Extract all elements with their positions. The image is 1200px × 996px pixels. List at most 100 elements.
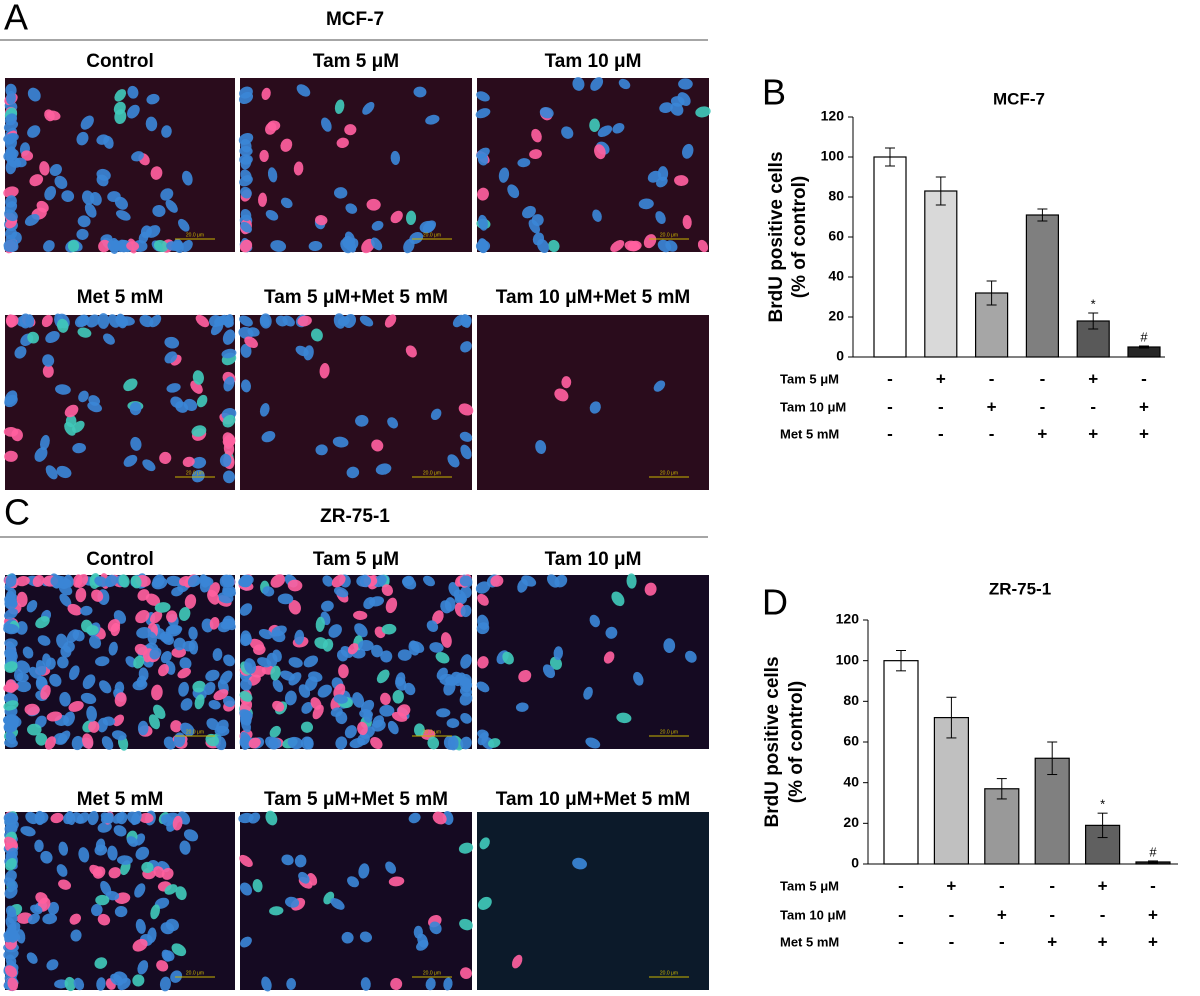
cell (4, 597, 18, 610)
cell (317, 684, 332, 698)
cell (477, 153, 489, 166)
cell (64, 421, 76, 436)
cell (43, 240, 55, 252)
cell (458, 842, 474, 854)
cell (440, 632, 452, 648)
y-tick-label: 20 (843, 814, 859, 830)
cell (239, 603, 253, 616)
cell (603, 651, 615, 664)
cell (425, 114, 440, 125)
cell (108, 641, 118, 656)
cell (113, 714, 125, 727)
cell (379, 704, 395, 717)
cell (132, 938, 148, 952)
cell (131, 151, 144, 162)
cell (158, 664, 169, 677)
cell (160, 922, 175, 935)
cell (180, 722, 195, 737)
cell (375, 463, 392, 475)
cell (288, 657, 303, 668)
cell (460, 712, 472, 724)
scale-bar-label: 20.0 μm (186, 470, 204, 476)
cell (371, 644, 383, 658)
cell (87, 810, 99, 826)
treatment-mark: + (1047, 932, 1057, 951)
significance-mark: * (1091, 296, 1096, 311)
treatment-mark: - (949, 905, 955, 924)
cell (42, 354, 55, 367)
y-tick-label: 20 (828, 308, 844, 324)
cell (107, 618, 121, 633)
cell (180, 698, 193, 711)
cell (47, 901, 59, 915)
micrograph: 20.0 μm (3, 810, 235, 992)
cell (219, 453, 232, 467)
cell (269, 906, 284, 916)
cell (164, 884, 178, 895)
cell (139, 812, 154, 824)
cell (205, 733, 220, 747)
cell (146, 93, 160, 105)
scale-bar-label: 20.0 μm (423, 729, 441, 735)
cell (240, 155, 252, 170)
cell (88, 395, 101, 406)
cell (77, 327, 92, 338)
y-tick-label: 120 (821, 108, 845, 124)
cell (82, 733, 94, 750)
cell (114, 681, 125, 695)
cell (397, 649, 412, 661)
cell (16, 672, 29, 682)
cell (502, 651, 514, 665)
cell (390, 977, 403, 991)
cell (177, 667, 191, 679)
cell (358, 863, 370, 879)
image-label: Tam 10 μM+Met 5 mM (496, 789, 690, 810)
cell (115, 210, 131, 221)
cell (239, 175, 253, 187)
cell (356, 575, 372, 587)
cell (203, 681, 216, 695)
cell (76, 228, 89, 240)
cell (137, 589, 150, 601)
cell (69, 913, 81, 925)
cell (477, 593, 489, 606)
cell (477, 656, 489, 669)
cell (241, 379, 251, 393)
cell (97, 913, 111, 926)
cell (195, 314, 210, 328)
cell (67, 603, 82, 616)
cell (221, 348, 237, 359)
cell (145, 116, 158, 132)
cell (363, 597, 376, 610)
cell (385, 861, 397, 874)
treatment-mark: + (1088, 424, 1098, 443)
cell (94, 844, 108, 856)
cell (100, 812, 114, 824)
treatment-mark: + (946, 876, 956, 895)
cell (182, 170, 193, 186)
cell (315, 616, 325, 632)
y-tick-label: 60 (828, 228, 844, 244)
cell (26, 600, 38, 613)
panel-label: A (4, 0, 28, 38)
cell (46, 711, 63, 722)
cell (94, 576, 108, 587)
cell (116, 855, 133, 865)
cell (308, 240, 323, 252)
cell (167, 625, 183, 635)
cell (112, 239, 125, 253)
image-label: Tam 5 μM (313, 549, 399, 570)
scale-bar-label: 20.0 μm (423, 232, 441, 238)
cell (37, 635, 51, 646)
cell (333, 694, 348, 704)
cell (27, 87, 41, 102)
panel-label: D (762, 582, 788, 623)
cell (151, 684, 163, 701)
cell (416, 939, 429, 951)
cell (460, 604, 472, 618)
treatment-label: Tam 5 μM (780, 371, 839, 386)
cell (89, 864, 103, 877)
cell (149, 647, 162, 660)
cell (40, 850, 53, 864)
treatment-mark: + (1139, 397, 1149, 416)
